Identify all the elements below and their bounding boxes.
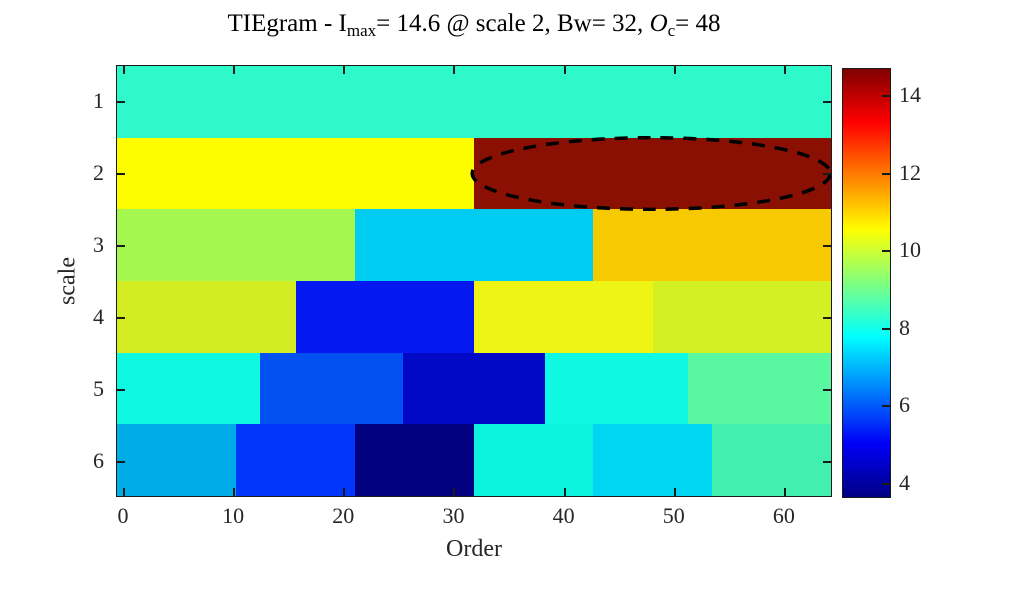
x-tick-mark-top: [343, 66, 346, 74]
y-tick-mark-right: [823, 101, 831, 103]
x-tick-label-30: 30: [442, 503, 465, 528]
colorbar-tick-label-12: 12: [899, 159, 921, 185]
heatmap-cell: [355, 209, 593, 282]
colorbar-tick-label-14: 14: [899, 82, 921, 108]
x-tick-label-10: 10: [222, 503, 245, 528]
y-tick-label-5: 5: [93, 376, 104, 401]
heatmap-cell: [653, 281, 831, 353]
title-O-symbol: O: [649, 10, 668, 37]
y-tick-mark: [117, 101, 125, 103]
y-tick-label-6: 6: [93, 448, 104, 473]
colorbar-tick-mark: [882, 482, 890, 485]
heatmap-cell: [402, 352, 546, 425]
heatmap-cell: [474, 137, 831, 210]
heatmap-cell: [474, 281, 654, 353]
x-tick-label-0: 0: [117, 503, 129, 528]
heatmap-row-scale-5: [117, 352, 831, 425]
heatmap-cell: [117, 352, 260, 425]
x-tick-mark-top: [783, 66, 786, 74]
colorbar-tick-label-10: 10: [899, 237, 921, 263]
x-tick-mark: [673, 488, 676, 496]
heatmap-row-scale-6: [117, 424, 831, 496]
y-tick-mark: [117, 173, 125, 175]
x-tick-label-40: 40: [552, 503, 575, 528]
y-tick-mark: [117, 245, 125, 247]
heatmap-row-scale-4: [117, 281, 831, 353]
y-axis-label: scale: [54, 257, 81, 305]
heatmap-cell: [117, 424, 236, 496]
y-tick-mark-right: [823, 389, 831, 391]
colorbar-tick-mark: [882, 405, 890, 408]
colorbar-tick-mark: [882, 95, 890, 98]
heatmap-cell: [117, 281, 297, 353]
title-text-mid: = 14.6 @ scale 2, Bw= 32,: [376, 10, 650, 37]
title-subscript-c: c: [667, 21, 676, 41]
colorbar-tick-mark: [882, 250, 890, 253]
x-tick-mark-top: [453, 66, 456, 74]
y-tick-mark-right: [823, 173, 831, 175]
x-tick-mark: [453, 488, 456, 496]
heatmap-row-scale-1: [117, 66, 831, 138]
y-tick-mark: [117, 461, 125, 463]
x-axis-label: Order: [446, 536, 502, 562]
colorbar-tick-label-4: 4: [899, 469, 910, 495]
y-tick-mark: [117, 317, 125, 319]
x-tick-mark-top: [563, 66, 566, 74]
heatmap-row-scale-3: [117, 209, 831, 282]
x-tick-mark: [123, 488, 125, 496]
y-tick-mark-right: [823, 245, 831, 247]
x-tick-mark-top: [123, 66, 125, 74]
heatmap-cell: [474, 424, 593, 496]
y-tick-label-1: 1: [93, 88, 104, 113]
y-tick-mark: [117, 389, 125, 391]
y-tick-mark-right: [823, 317, 831, 319]
heatmap-cell: [259, 352, 403, 425]
heatmap-cell: [296, 281, 474, 353]
x-tick-mark: [783, 488, 786, 496]
colorbar-tick-mark: [882, 172, 890, 175]
x-tick-mark: [563, 488, 566, 496]
colorbar-tick-label-8: 8: [899, 314, 910, 340]
colorbar: [842, 68, 891, 498]
heatmap-cell: [545, 352, 689, 425]
heatmap-cell: [712, 424, 831, 496]
colorbar-tick-label-6: 6: [899, 392, 910, 418]
x-tick-mark: [233, 488, 236, 496]
y-tick-label-3: 3: [93, 232, 104, 257]
y-tick-label-2: 2: [93, 160, 104, 185]
y-tick-mark-right: [823, 461, 831, 463]
title-text-end: = 48: [675, 10, 721, 37]
heatmap-cell: [235, 424, 356, 496]
x-tick-label-60: 60: [772, 503, 795, 528]
x-tick-mark: [343, 488, 346, 496]
heatmap-row-scale-2: [117, 137, 831, 210]
heatmap-plot: [116, 65, 832, 497]
heatmap-cell: [355, 424, 475, 496]
x-tick-label-20: 20: [332, 503, 355, 528]
x-tick-mark-top: [673, 66, 676, 74]
heatmap-cell: [592, 424, 713, 496]
heatmap-cells-layer: [117, 66, 831, 496]
x-tick-label-50: 50: [662, 503, 685, 528]
chart-title: TIEgram - Imax= 14.6 @ scale 2, Bw= 32, …: [116, 10, 832, 41]
colorbar-tick-mark: [882, 327, 890, 330]
heatmap-cell: [592, 209, 831, 282]
heatmap-cell: [688, 352, 831, 425]
title-text: TIEgram - I: [227, 10, 347, 37]
title-subscript-max: max: [346, 21, 377, 41]
y-tick-label-4: 4: [93, 304, 104, 329]
heatmap-cell: [117, 209, 356, 282]
x-tick-mark-top: [233, 66, 236, 74]
heatmap-cell: [117, 137, 474, 210]
heatmap-cell: [117, 66, 831, 138]
